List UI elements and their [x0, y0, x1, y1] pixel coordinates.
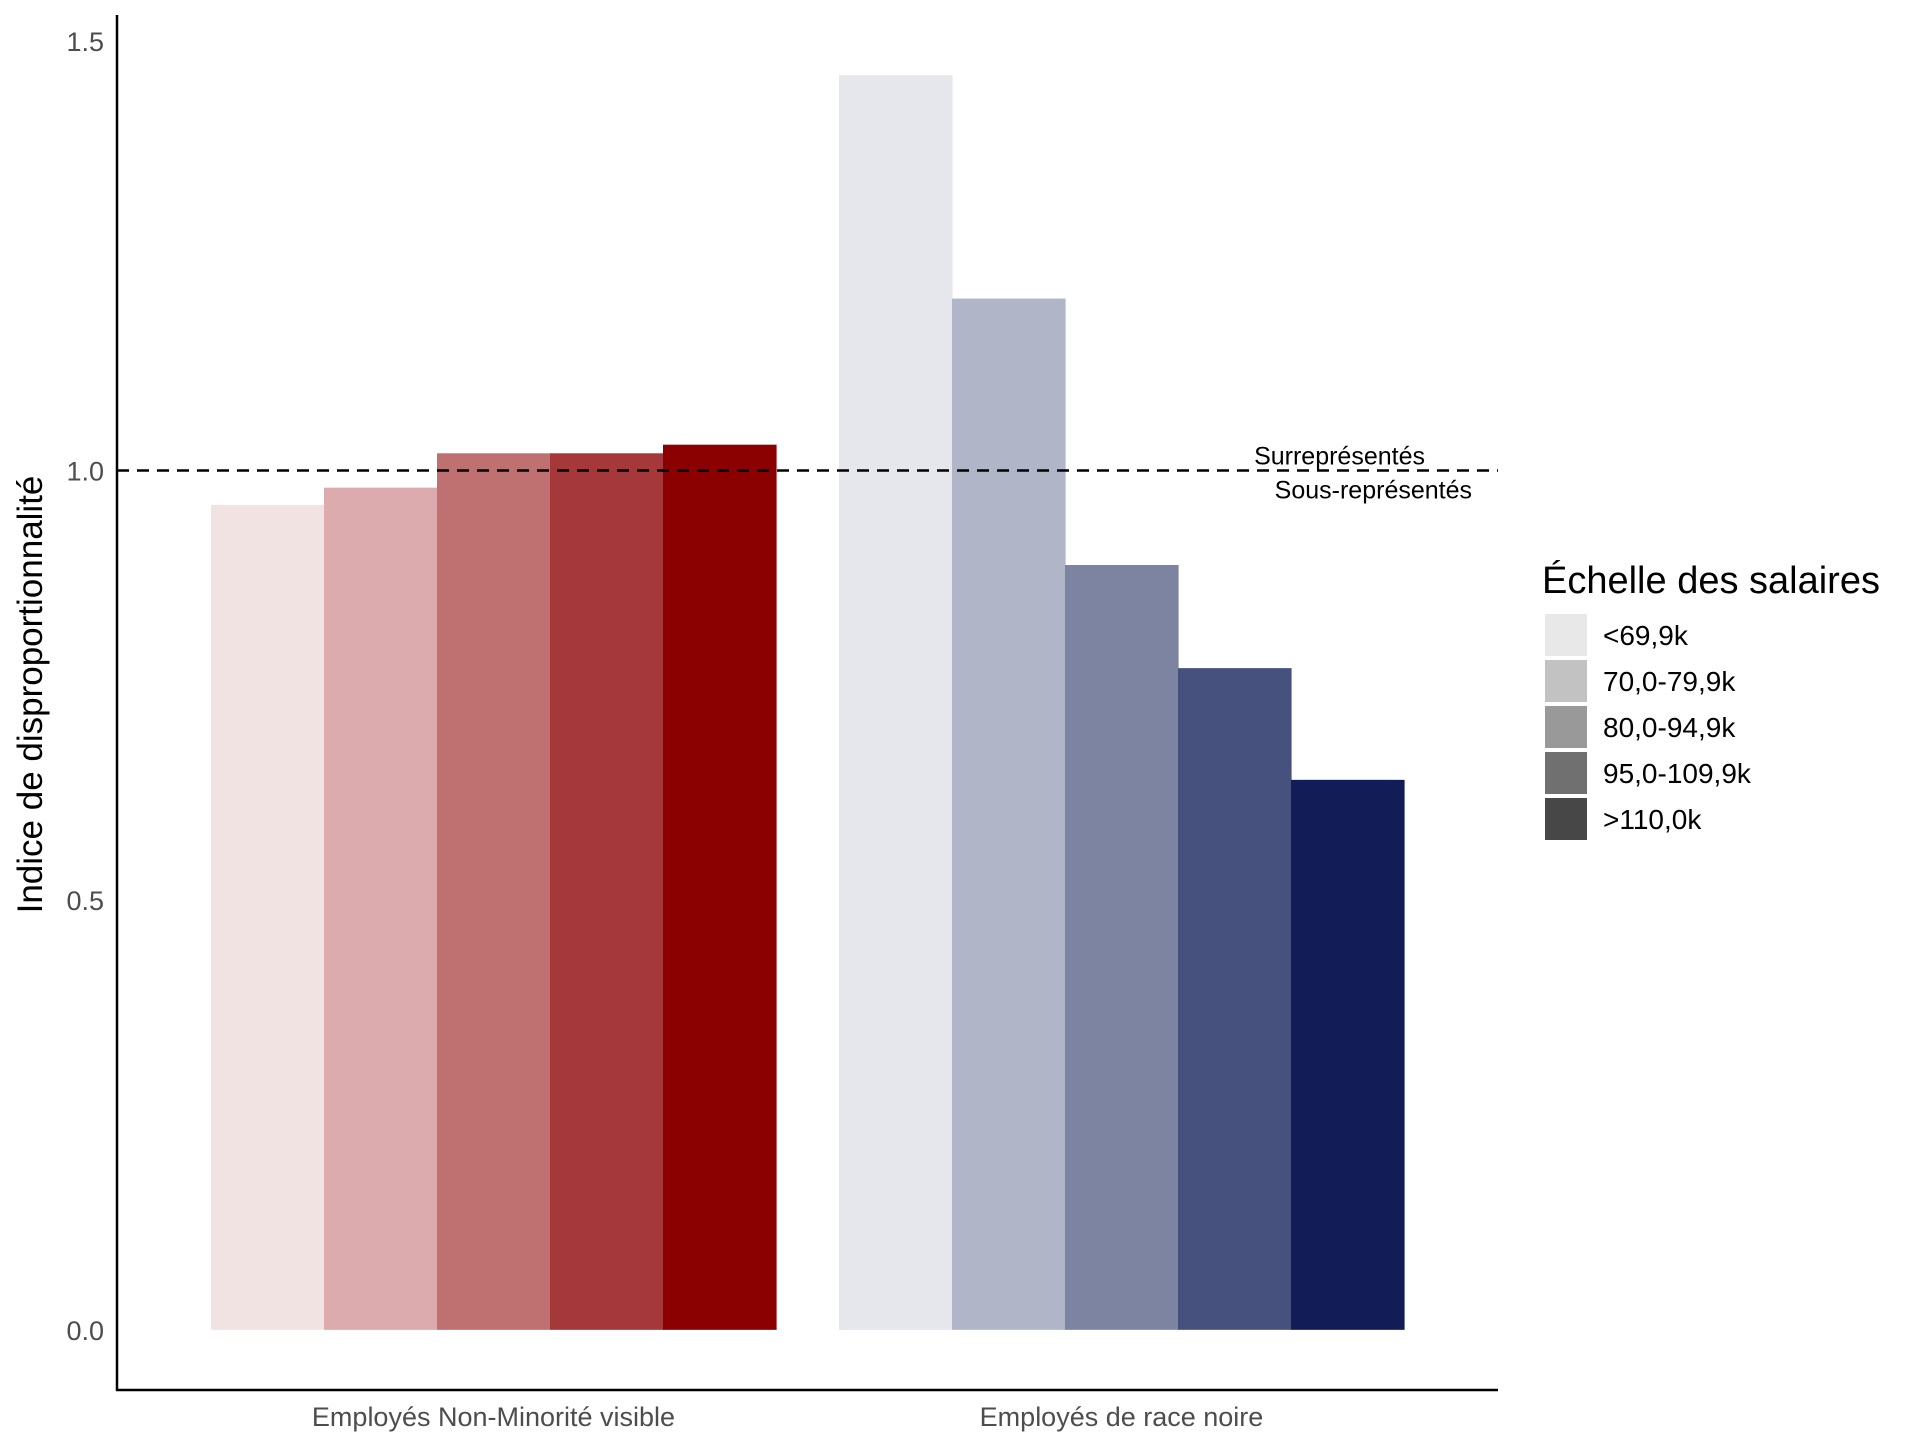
bar-2-2 [952, 298, 1066, 1330]
bar-1-2 [324, 487, 438, 1330]
legend-swatch [1545, 706, 1587, 748]
legend-title: Échelle des salaires [1542, 559, 1880, 602]
x-tick-label: Employés Non-Minorité visible [312, 1402, 675, 1432]
legend-item: >110,0k [1545, 798, 1702, 840]
x-tick-label: Employés de race noire [980, 1402, 1264, 1432]
legend-item: 80,0-94,9k [1545, 706, 1736, 748]
bar-2-4 [1178, 668, 1292, 1330]
bars-layer [211, 75, 1405, 1330]
legend-item: <69,9k [1545, 614, 1689, 656]
y-axis-title: Indice de disproportionnalité [11, 476, 50, 914]
legend-swatch [1545, 752, 1587, 794]
bar-1-4 [550, 453, 664, 1330]
y-tick-label: 0.5 [66, 886, 104, 916]
y-tick-label: 0.0 [66, 1316, 104, 1346]
legend-label: <69,9k [1603, 620, 1689, 651]
legend-label: 70,0-79,9k [1603, 666, 1736, 697]
y-tick-label: 1.5 [66, 27, 104, 57]
legend-item: 95,0-109,9k [1545, 752, 1752, 794]
legend-swatch [1545, 798, 1587, 840]
bar-1-1 [211, 504, 325, 1330]
legend-label: 95,0-109,9k [1603, 758, 1752, 789]
y-tick-label: 1.0 [66, 456, 104, 486]
legend-label: 80,0-94,9k [1603, 712, 1736, 743]
legend-swatch [1545, 660, 1587, 702]
legend: Échelle des salaires <69,9k 70,0-79,9k 80,… [1542, 559, 1880, 840]
bar-2-5 [1291, 779, 1405, 1330]
bar-1-5 [663, 444, 777, 1330]
overrepresented-annotation: Surreprésentés [1254, 442, 1425, 470]
legend-item: 70,0-79,9k [1545, 660, 1736, 702]
legend-swatch [1545, 614, 1587, 656]
bar-2-3 [1065, 565, 1179, 1330]
legend-label: >110,0k [1603, 804, 1702, 835]
x-axis-ticks: Employés Non-Minorité visible Employés de… [312, 1402, 1263, 1432]
legend-items: <69,9k 70,0-79,9k 80,0-94,9k 95,0-109,9k >11… [1545, 614, 1752, 840]
y-axis-ticks: 0.0 0.5 1.0 1.5 [66, 27, 104, 1346]
underrepresented-annotation: Sous-représentés [1275, 476, 1472, 504]
bar-1-3 [437, 453, 551, 1330]
bar-2-1 [839, 75, 953, 1330]
